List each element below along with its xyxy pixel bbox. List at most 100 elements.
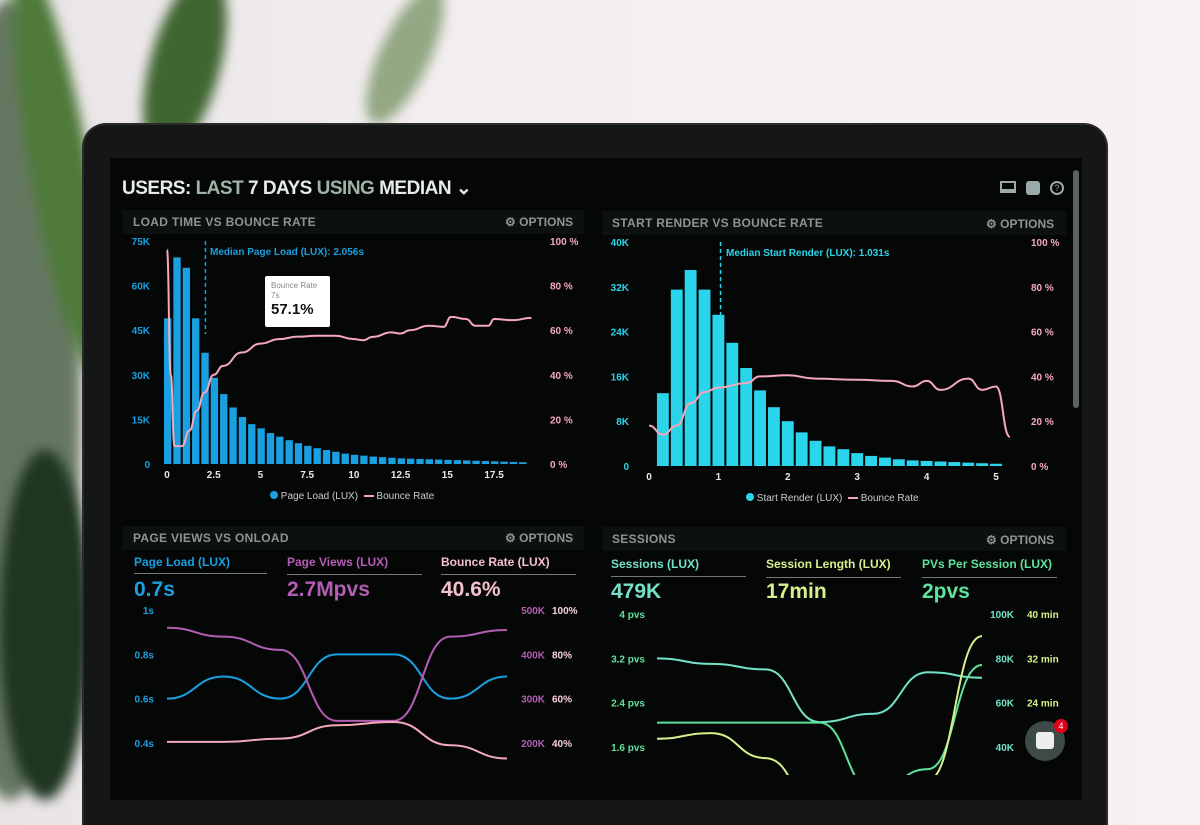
y2-tick-label: 20 % bbox=[1031, 417, 1054, 428]
chart-title: SESSIONS bbox=[612, 532, 676, 546]
kpi-value: 2.7Mpvs bbox=[287, 578, 370, 601]
bar bbox=[809, 440, 822, 466]
median-annotation: Median Page Load (LUX): 2.056s bbox=[210, 247, 364, 258]
series-line bbox=[656, 657, 983, 724]
monitor-icon[interactable] bbox=[1000, 181, 1016, 193]
options-button[interactable]: ⚙ OPTIONS bbox=[986, 217, 1055, 231]
gear-icon: ⚙ bbox=[986, 533, 997, 547]
x-tick-label: 12.5 bbox=[391, 470, 411, 481]
bar bbox=[463, 460, 471, 464]
y2-tick-label: 200K bbox=[521, 739, 546, 750]
bar bbox=[519, 462, 527, 464]
bar bbox=[712, 314, 725, 466]
bar bbox=[851, 453, 864, 466]
kpi-value: 17min bbox=[766, 580, 827, 603]
gear-icon: ⚙ bbox=[986, 217, 997, 231]
panel-header-page-views bbox=[122, 526, 584, 550]
y-tick-label: 45K bbox=[132, 326, 151, 337]
bar bbox=[837, 449, 850, 466]
y3-tick-label: 24 min bbox=[1027, 699, 1059, 710]
bar bbox=[740, 368, 753, 466]
chart-title: START RENDER VS BOUNCE RATE bbox=[612, 216, 823, 230]
y3-tick-label: 32 min bbox=[1027, 654, 1059, 665]
bar bbox=[313, 448, 321, 464]
bar bbox=[698, 289, 711, 466]
panel-header-start-render bbox=[602, 211, 1066, 235]
bar bbox=[684, 270, 697, 466]
y2-tick-label: 40 % bbox=[550, 371, 573, 382]
x-tick-label: 2.5 bbox=[207, 470, 221, 481]
bar bbox=[865, 455, 878, 466]
x-tick-label: 5 bbox=[993, 472, 999, 483]
y-tick-label: 8K bbox=[616, 417, 630, 428]
scrollbar[interactable] bbox=[1073, 170, 1079, 408]
bar bbox=[906, 460, 919, 466]
y-tick-label: 3.2 pvs bbox=[611, 654, 645, 665]
y-tick-label: 0 bbox=[623, 462, 629, 473]
y3-tick-label: 80% bbox=[552, 650, 572, 661]
bar bbox=[369, 456, 377, 464]
bar bbox=[823, 446, 836, 466]
options-button[interactable]: ⚙ OPTIONS bbox=[505, 531, 574, 545]
bar bbox=[322, 450, 331, 464]
bar bbox=[388, 457, 396, 464]
panel-header-load-time bbox=[122, 210, 584, 234]
x-tick-label: 0 bbox=[646, 472, 652, 483]
bar bbox=[435, 459, 443, 464]
kpi-value: 40.6% bbox=[441, 578, 501, 601]
bar bbox=[248, 424, 256, 464]
x-tick-label: 10 bbox=[348, 470, 360, 481]
y-tick-label: 24K bbox=[611, 328, 630, 339]
legend: Start Render (LUX) Bounce Rate bbox=[746, 493, 919, 504]
bar bbox=[934, 461, 947, 466]
kpi-label: Session Length (LUX) bbox=[766, 557, 891, 571]
y2-tick-label: 100K bbox=[990, 610, 1015, 621]
x-tick-label: 5 bbox=[258, 470, 264, 481]
bar bbox=[892, 459, 905, 466]
bar bbox=[425, 459, 434, 464]
notification-badge: 4 bbox=[1054, 719, 1068, 733]
page-title[interactable]: USERS: LAST 7 DAYS USING MEDIAN ⌄ bbox=[122, 178, 472, 199]
y-tick-label: 30K bbox=[132, 371, 151, 382]
chat-button[interactable]: 4 bbox=[1025, 719, 1068, 761]
tooltip: Bounce Rate 7s 57.1% bbox=[265, 276, 330, 327]
x-tick-label: 1 bbox=[716, 472, 722, 483]
series-line bbox=[166, 653, 508, 700]
bar bbox=[341, 453, 349, 464]
options-button[interactable]: ⚙ OPTIONS bbox=[505, 215, 574, 229]
median-annotation: Median Start Render (LUX): 1.031s bbox=[726, 248, 890, 259]
y2-tick-label: 100 % bbox=[550, 237, 578, 248]
bar bbox=[453, 460, 462, 464]
bar bbox=[238, 417, 247, 464]
chart-title: PAGE VIEWS VS ONLOAD bbox=[133, 531, 289, 545]
bar bbox=[266, 433, 275, 464]
bar bbox=[360, 455, 368, 464]
y-tick-label: 0.8s bbox=[135, 650, 155, 661]
x-tick-label: 4 bbox=[924, 472, 930, 483]
bar bbox=[472, 460, 480, 464]
bar bbox=[879, 457, 891, 466]
bar bbox=[164, 318, 172, 464]
kpi-label: PVs Per Session (LUX) bbox=[922, 557, 1053, 571]
x-tick-label: 17.5 bbox=[484, 470, 504, 481]
share-icon[interactable] bbox=[1026, 181, 1040, 195]
bar bbox=[767, 407, 780, 466]
kpi-value: 2pvs bbox=[922, 580, 970, 603]
help-icon[interactable]: ? bbox=[1050, 181, 1064, 195]
y2-tick-label: 40K bbox=[996, 743, 1015, 754]
y-tick-label: 40K bbox=[611, 238, 630, 249]
bar bbox=[491, 461, 499, 464]
y2-tick-label: 20 % bbox=[550, 415, 573, 426]
x-tick-label: 2 bbox=[785, 472, 791, 483]
y-tick-label: 75K bbox=[132, 237, 151, 248]
bar bbox=[406, 458, 415, 464]
y2-tick-label: 80 % bbox=[1031, 283, 1054, 294]
series-line bbox=[166, 720, 508, 760]
options-button[interactable]: ⚙ OPTIONS bbox=[986, 533, 1055, 547]
y-tick-label: 15K bbox=[132, 415, 151, 426]
y2-tick-label: 0 % bbox=[550, 460, 567, 471]
kpi-label: Sessions (LUX) bbox=[611, 557, 700, 571]
bar bbox=[332, 451, 340, 464]
gear-icon: ⚙ bbox=[505, 531, 516, 545]
y2-tick-label: 300K bbox=[521, 695, 546, 706]
